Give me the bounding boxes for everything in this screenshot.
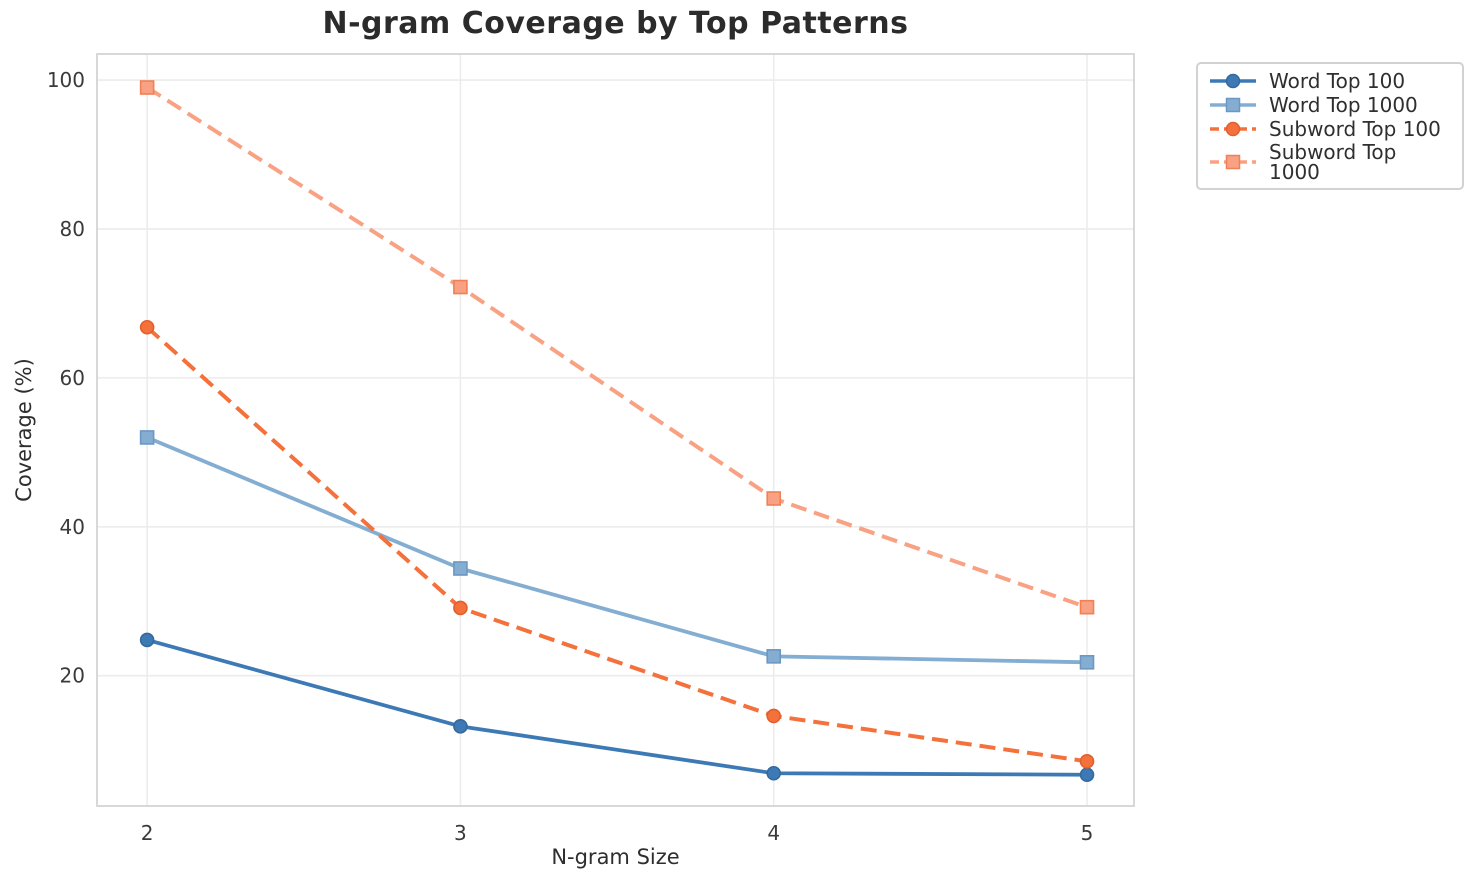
legend-swatch-shape <box>1225 154 1241 170</box>
series-line-subword-top-1000 <box>146 85 1088 610</box>
legend-item-subword-top-1000: Subword Top 1000 <box>1208 142 1452 182</box>
data-point-marker-word-top-1000 <box>139 430 155 445</box>
legend-swatch-word-top-1000-icon <box>1210 97 1256 113</box>
y-tick-label: 40 <box>60 515 85 539</box>
y-tick-label: 60 <box>60 366 85 390</box>
y-axis-label: Coverage (%) <box>12 358 36 502</box>
data-point-marker-word-top-100 <box>1079 767 1095 783</box>
y-tick-label: 20 <box>60 664 85 688</box>
legend-item-subword-top-100: Subword Top 100 <box>1208 118 1452 140</box>
data-point-marker-subword-top-1000 <box>139 80 155 95</box>
y-tick-label: 80 <box>60 217 85 241</box>
legend-swatch-word-top-100-icon <box>1210 73 1256 89</box>
legend-label: Subword Top 100 <box>1269 117 1441 141</box>
chart-title: N-gram Coverage by Top Patterns <box>322 6 909 41</box>
legend-item-word-top-100: Word Top 100 <box>1208 70 1452 92</box>
data-point-marker-subword-top-1000 <box>453 279 468 295</box>
data-point-marker-subword-top-1000 <box>766 491 782 506</box>
legend-swatch-shape <box>1225 121 1241 137</box>
legend-swatch-shape <box>1225 73 1241 89</box>
series-line-word-top-1000 <box>146 435 1088 665</box>
series-line-word-top-100 <box>146 638 1088 777</box>
data-point-marker-subword-top-100 <box>453 600 468 616</box>
x-tick-label: 4 <box>767 821 780 845</box>
data-point-marker-word-top-100 <box>766 765 782 781</box>
data-point-marker-subword-top-1000 <box>1079 599 1095 615</box>
legend-label: Word Top 1000 <box>1269 93 1418 117</box>
axes-spine <box>96 53 1135 807</box>
x-tick-label: 5 <box>1081 821 1094 845</box>
legend-label: Subword Top 1000 <box>1269 140 1397 184</box>
data-point-marker-word-top-100 <box>453 719 468 734</box>
legend-swatch-subword-top-100-icon <box>1210 121 1256 137</box>
data-point-marker-subword-top-100 <box>1079 754 1095 769</box>
x-axis-label: N-gram Size <box>551 845 680 869</box>
legend-swatch-shape <box>1225 97 1241 113</box>
data-point-marker-word-top-1000 <box>766 649 782 664</box>
data-point-marker-word-top-100 <box>139 632 155 648</box>
x-tick-label: 2 <box>141 821 154 845</box>
legend-item-word-top-1000: Word Top 1000 <box>1208 94 1452 116</box>
data-point-marker-word-top-1000 <box>1079 655 1095 670</box>
series-line-subword-top-100 <box>145 325 1088 764</box>
data-point-marker-subword-top-100 <box>139 319 155 335</box>
legend-label: Word Top 100 <box>1269 69 1406 93</box>
y-tick-label: 100 <box>47 68 85 92</box>
x-tick-label: 3 <box>454 821 467 845</box>
data-point-marker-subword-top-100 <box>766 708 782 724</box>
legend: Word Top 100 Word Top 1000 Subword Top 1… <box>1196 62 1464 190</box>
legend-swatch-subword-top-1000-icon <box>1210 154 1256 170</box>
data-point-marker-word-top-1000 <box>453 561 468 576</box>
